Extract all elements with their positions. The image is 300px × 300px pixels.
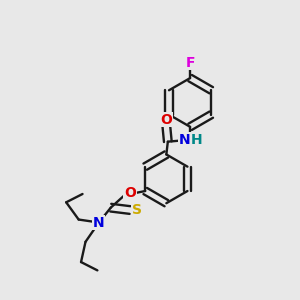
Text: S: S — [132, 203, 142, 217]
Text: F: F — [185, 56, 195, 70]
Text: O: O — [124, 186, 136, 200]
Text: H: H — [191, 133, 203, 147]
Text: N: N — [93, 215, 105, 230]
Text: N: N — [179, 133, 190, 147]
Text: O: O — [160, 113, 172, 127]
